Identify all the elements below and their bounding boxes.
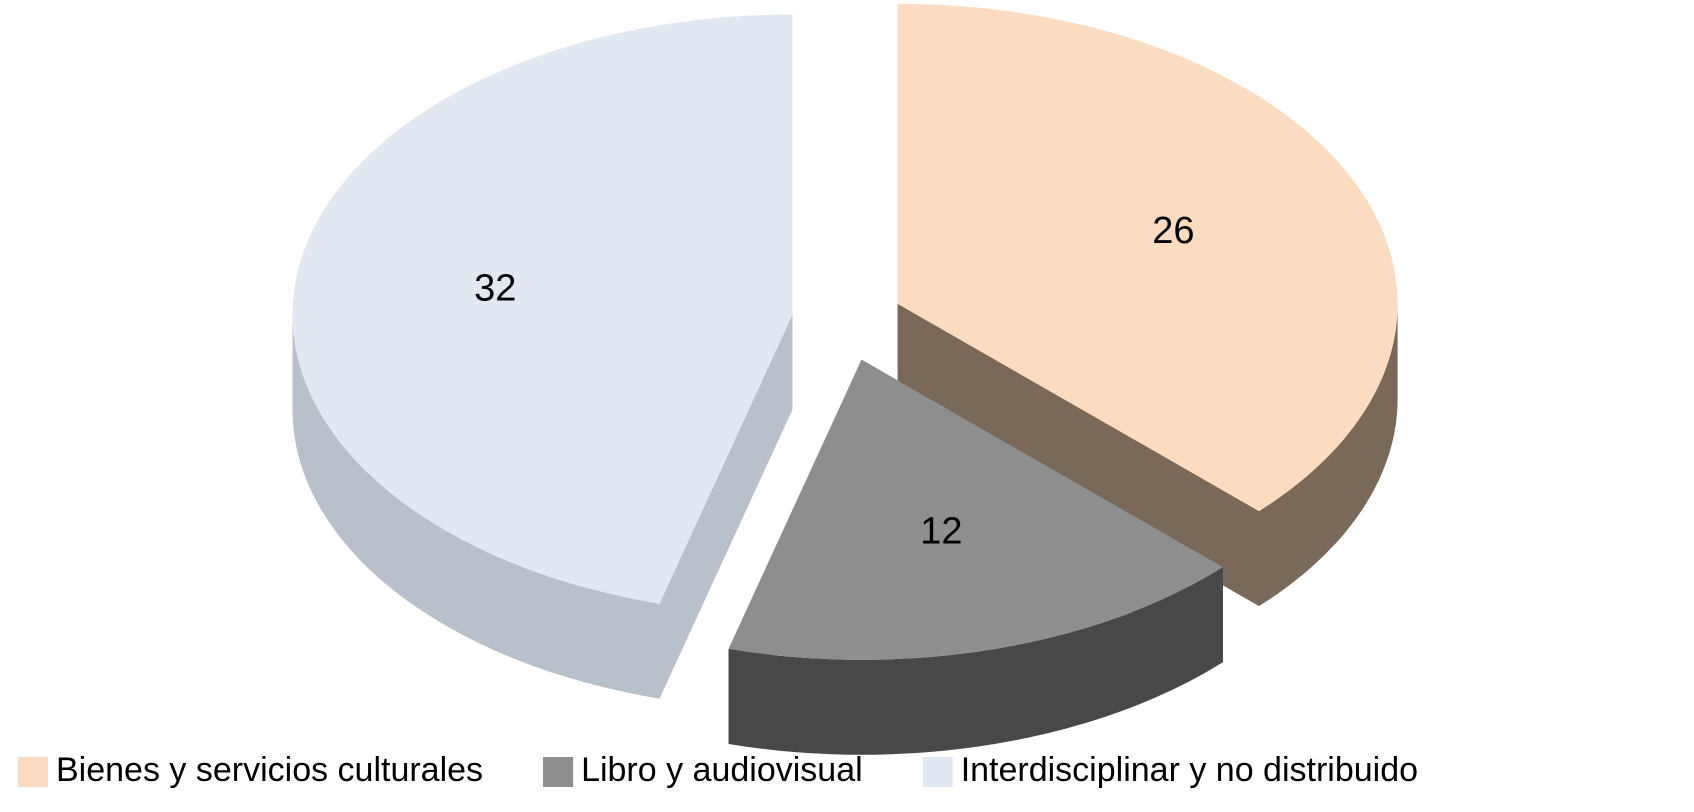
slice-cut-face [897, 303, 1259, 607]
slice-outer-wall [1259, 303, 1398, 607]
data-label: 26 [1152, 210, 1194, 252]
slice-cut-face [659, 314, 793, 699]
data-label: 12 [920, 510, 962, 552]
pie-tops [292, 3, 1398, 660]
legend-label: Bienes y servicios culturales [56, 751, 483, 789]
slice-outer-wall [292, 314, 660, 699]
slice [292, 14, 793, 604]
slice [728, 359, 1223, 660]
legend-swatch [18, 757, 48, 787]
legend-swatch [922, 757, 953, 787]
slice-outer-wall [728, 567, 1223, 755]
legend-label: Libro y audiovisual [581, 751, 863, 789]
legend-swatch [543, 757, 574, 787]
data-label: 32 [474, 267, 516, 309]
slice [897, 3, 1398, 512]
legend-label: Interdisciplinar y no distribuido [961, 751, 1418, 789]
